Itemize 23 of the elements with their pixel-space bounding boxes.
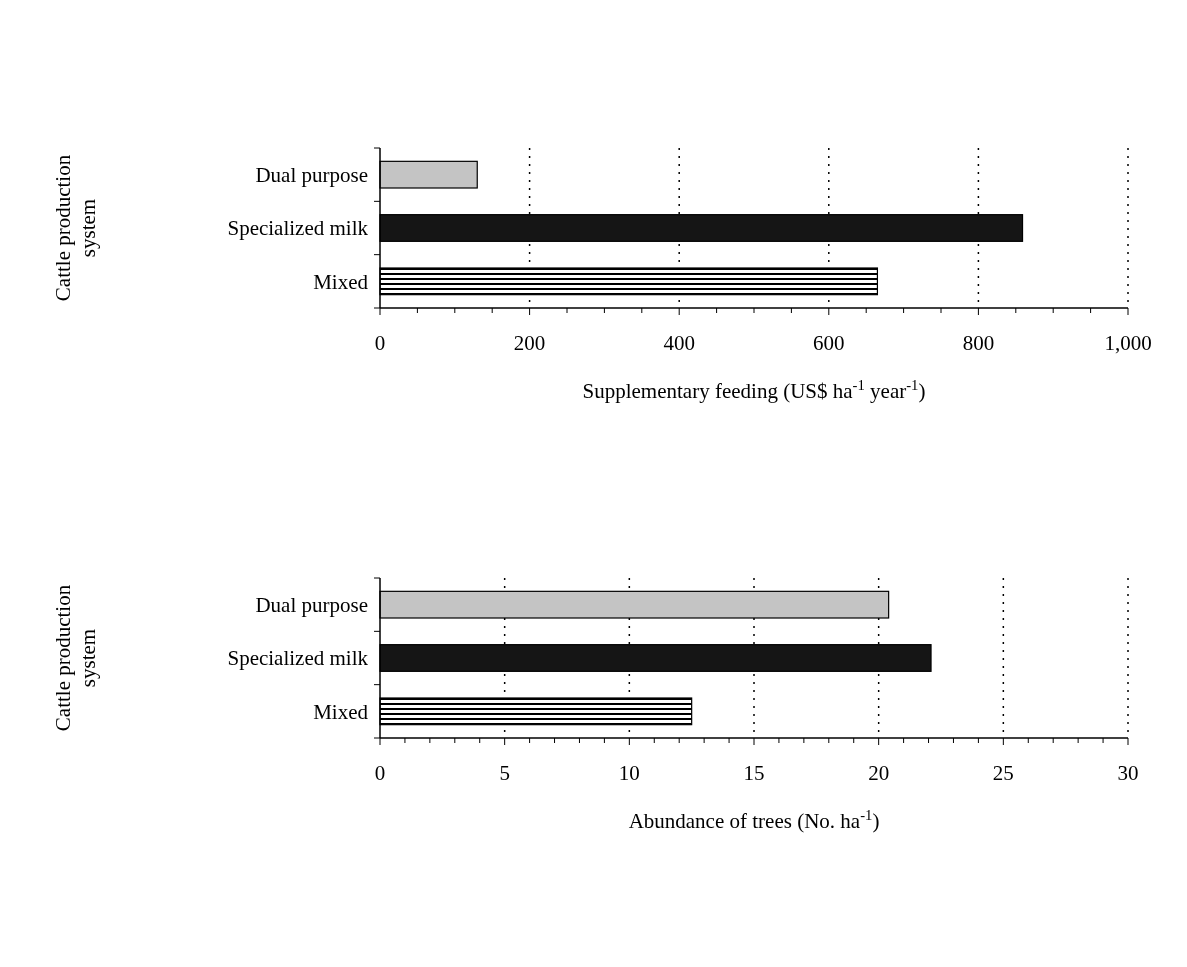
y-tick-label: Dual purpose (255, 163, 368, 188)
x-tick-label: 200 (513, 331, 546, 355)
x-tick-label: 0 (374, 331, 386, 355)
x-axis-title: Abundance of trees (No. ha$^{-1}$) (628, 807, 880, 833)
y-tick-label: Mixed (313, 269, 369, 294)
x-tick-label: 800 (962, 331, 995, 355)
y-tick-label: Specialized milk (227, 216, 369, 241)
y-axis-title: Cattle production system (51, 154, 101, 302)
x-tick-label: 5 (499, 761, 510, 785)
y-axis-title: Cattle production system (51, 584, 101, 732)
x-tick-label: 30 (1117, 761, 1139, 785)
y-tick-label: Dual purpose (255, 593, 368, 618)
x-tick-label: 0 (374, 761, 386, 785)
x-axis-title: Supplementary feeding (US$ ha$^{-1}$ year$^{-1}$) (582, 377, 926, 403)
x-tick-label: 20 (868, 761, 890, 785)
y-tick-label: Mixed (313, 699, 369, 724)
x-tick-label: 400 (663, 331, 695, 355)
x-tick-label: 10 (618, 761, 640, 785)
x-tick-label: 1,000 (1104, 331, 1152, 355)
x-tick-label: 600 (813, 331, 845, 355)
y-tick-label: Specialized milk (227, 646, 369, 671)
x-tick-label: 15 (743, 761, 765, 785)
x-tick-label: 25 (992, 761, 1014, 785)
